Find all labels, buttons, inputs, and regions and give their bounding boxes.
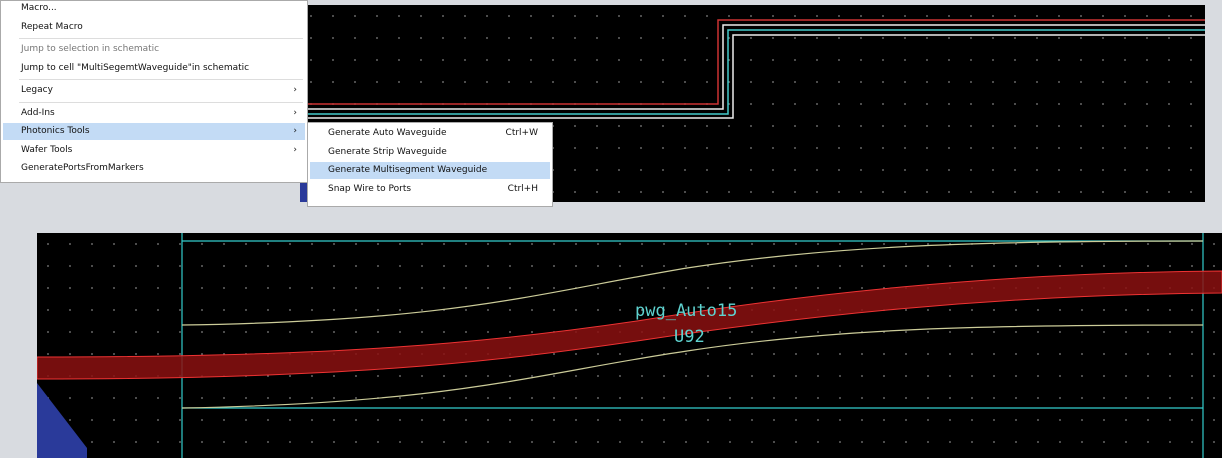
submenu-arrow: › (293, 126, 297, 136)
shortcut: Ctrl+H (507, 183, 538, 194)
menu-item[interactable]: Macro... (3, 0, 305, 17)
menu-item-label: Generate Multisegment Waveguide (328, 165, 488, 175)
cell-name: pwg_Auto15 (635, 301, 738, 321)
menu-item-label: Snap Wire to Ports (328, 183, 412, 194)
shortcut: Ctrl+W (505, 128, 538, 138)
menu-item-label: Jump to cell "MultiSegemtWaveguide"in sc… (21, 62, 250, 73)
submenu-arrow: › (293, 107, 297, 118)
layout-canvas-bottom: pwg_Auto15 U92 (37, 233, 1222, 458)
menu-item[interactable]: Legacy › (3, 82, 305, 99)
separator (19, 38, 303, 39)
separator (19, 101, 303, 103)
menu-item[interactable]: Wafer Tools › (3, 142, 305, 159)
menu-item[interactable]: Generate Auto Waveguide Ctrl+W (310, 125, 550, 142)
menu-item-label: Legacy (21, 85, 53, 95)
separator (19, 79, 303, 80)
waveguide-bottom (37, 233, 1222, 458)
menu-item-label: GeneratePortsFromMarkers (21, 163, 144, 173)
menu-item[interactable]: GeneratePortsFromMarkers (3, 160, 305, 177)
menu-item-label: Generate Strip Waveguide (328, 146, 447, 157)
menu-item[interactable]: Generate Multisegment Waveguide (310, 162, 550, 179)
menu-item-label: Macro... (21, 3, 57, 13)
instance-name: U92 (674, 327, 705, 347)
menu-item-label: Wafer Tools (21, 144, 73, 155)
menu-item-label: Photonics Tools (21, 126, 90, 136)
menu-item[interactable]: Generate Strip Waveguide (310, 144, 550, 161)
menu-item-label: Repeat Macro (21, 21, 83, 32)
submenu-arrow: › (293, 85, 297, 95)
submenu-arrow: › (293, 144, 297, 155)
menu-item[interactable]: Photonics Tools › (3, 123, 305, 140)
menu-item-label: Jump to selection in schematic (21, 44, 160, 54)
menu-item[interactable]: Repeat Macro (3, 19, 305, 36)
menu-item[interactable]: Snap Wire to Ports Ctrl+H (310, 181, 550, 198)
menu-item: Jump to selection in schematic (3, 41, 305, 58)
submenu: Generate Auto Waveguide Ctrl+W Generate St… (307, 122, 553, 207)
menu-item-label: Add-Ins (21, 107, 55, 118)
menu-item[interactable]: Add-Ins › (3, 105, 305, 122)
menu-item[interactable]: Jump to cell "MultiSegemtWaveguide"in sc… (3, 60, 305, 77)
menu-item-label: Generate Auto Waveguide (328, 128, 447, 138)
context-menu: Macro... Repeat Macro Jump to selection in… (0, 0, 308, 183)
